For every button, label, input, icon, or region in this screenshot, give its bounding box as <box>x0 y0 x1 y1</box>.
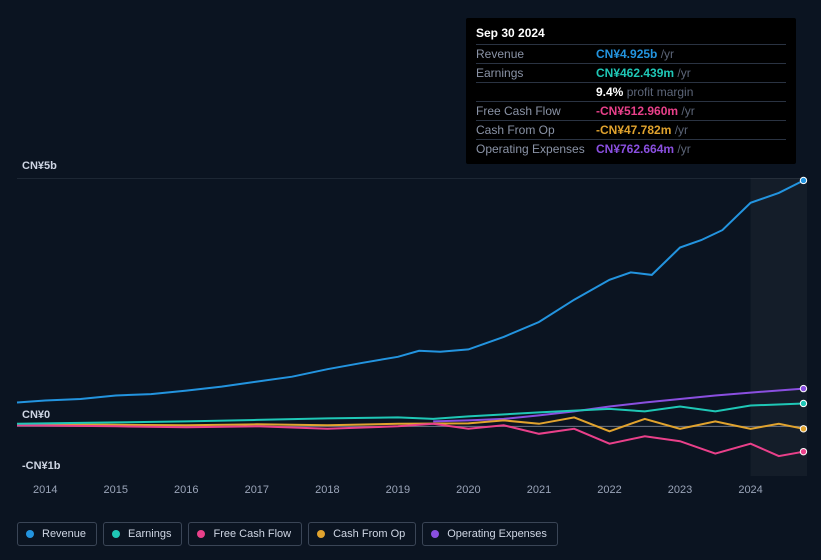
end-marker-revenue <box>800 177 806 183</box>
legend-dot-earnings <box>112 530 120 538</box>
x-axis: 2014 2015 2016 2017 2018 2019 2020 2021 2022 2023… <box>17 484 807 500</box>
legend-label-fcf: Free Cash Flow <box>213 528 291 540</box>
legend-label-cfo: Cash From Op <box>333 528 405 540</box>
end-marker-fcf <box>800 448 806 454</box>
series-revenue <box>17 181 804 403</box>
tooltip-date: Sep 30 2024 <box>476 24 786 44</box>
legend-item-opex[interactable]: Operating Expenses <box>422 522 558 546</box>
legend-dot-opex <box>431 530 439 538</box>
series-earnings <box>17 404 804 424</box>
chart-legend: Revenue Earnings Free Cash Flow Cash From O… <box>17 522 558 546</box>
x-tick-2016: 2016 <box>174 484 198 496</box>
legend-label-earnings: Earnings <box>128 528 171 540</box>
end-marker-opex <box>800 385 806 391</box>
y-tick-5b: CN¥5b <box>22 160 57 172</box>
x-tick-2024: 2024 <box>738 484 762 496</box>
end-marker-cfo <box>800 426 806 432</box>
chart-plot[interactable] <box>17 178 807 476</box>
x-tick-2021: 2021 <box>527 484 551 496</box>
x-tick-2017: 2017 <box>245 484 269 496</box>
chart-tooltip: Sep 30 2024 RevenueCN¥4.925b /yrEarnings… <box>466 18 796 164</box>
legend-dot-fcf <box>197 530 205 538</box>
legend-item-fcf[interactable]: Free Cash Flow <box>188 522 302 546</box>
series-cfo <box>17 417 804 431</box>
legend-item-revenue[interactable]: Revenue <box>17 522 97 546</box>
legend-dot-cfo <box>317 530 325 538</box>
x-tick-2018: 2018 <box>315 484 339 496</box>
x-tick-2020: 2020 <box>456 484 480 496</box>
legend-label-revenue: Revenue <box>42 528 86 540</box>
x-tick-2023: 2023 <box>668 484 692 496</box>
legend-item-cfo[interactable]: Cash From Op <box>308 522 416 546</box>
legend-label-opex: Operating Expenses <box>447 528 547 540</box>
x-tick-2019: 2019 <box>386 484 410 496</box>
x-tick-2022: 2022 <box>597 484 621 496</box>
legend-item-earnings[interactable]: Earnings <box>103 522 182 546</box>
legend-dot-revenue <box>26 530 34 538</box>
x-tick-2014: 2014 <box>33 484 57 496</box>
end-marker-earnings <box>800 400 806 406</box>
x-tick-2015: 2015 <box>104 484 128 496</box>
